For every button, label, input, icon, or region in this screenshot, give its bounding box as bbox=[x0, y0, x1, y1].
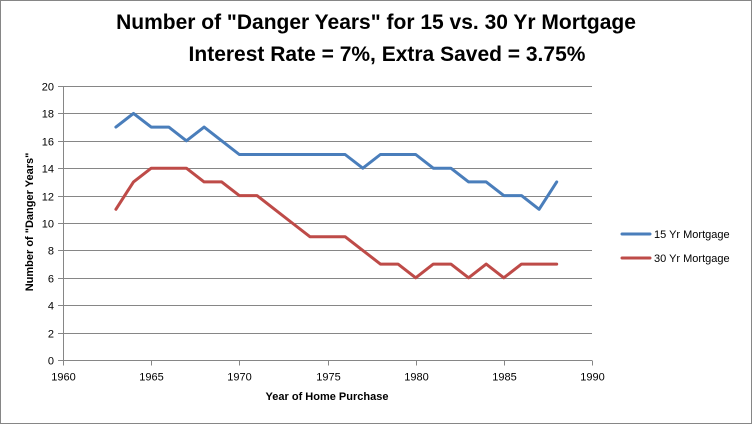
y-tick-label: 18 bbox=[42, 109, 54, 121]
y-tick-label: 10 bbox=[42, 219, 54, 231]
y-tick-label: 12 bbox=[42, 192, 54, 204]
axes bbox=[58, 86, 593, 366]
gridlines bbox=[63, 86, 592, 334]
y-tick-label: 8 bbox=[48, 246, 54, 258]
y-tick-label: 4 bbox=[48, 301, 54, 313]
x-tick-label: 1960 bbox=[51, 372, 75, 384]
x-tick-label: 1965 bbox=[139, 372, 163, 384]
series-lines bbox=[114, 111, 559, 280]
y-tick-label: 0 bbox=[48, 356, 54, 368]
x-axis-title: Year of Home Purchase bbox=[266, 391, 389, 403]
tick-labels: 0 2 4 6 8 10 12 14 16 18 20 1960 1965 1970 1975 1980 198… bbox=[42, 82, 605, 384]
chart-subtitle: Interest Rate = 7%, Extra Saved = 3.75% bbox=[188, 43, 586, 66]
y-tick-label: 2 bbox=[48, 329, 54, 341]
x-tick-label: 1975 bbox=[316, 372, 340, 384]
x-tick-label: 1970 bbox=[227, 372, 251, 384]
y-tick-label: 6 bbox=[48, 274, 54, 286]
chart-title: Number of "Danger Years" for 15 vs. 30 Y… bbox=[116, 11, 636, 34]
series-line-15yr bbox=[114, 111, 559, 211]
series-line-30yr bbox=[114, 166, 559, 280]
x-tick-label: 1980 bbox=[404, 372, 428, 384]
y-tick-label: 14 bbox=[42, 164, 54, 176]
legend-label: 30 Yr Mortgage bbox=[654, 253, 730, 265]
legend: 15 Yr Mortgage 30 Yr Mortgage bbox=[620, 229, 730, 265]
x-tick-label: 1985 bbox=[492, 372, 516, 384]
y-tick-label: 16 bbox=[42, 137, 54, 149]
y-tick-label: 20 bbox=[42, 82, 54, 94]
legend-label: 15 Yr Mortgage bbox=[654, 229, 730, 241]
x-tick-label: 1990 bbox=[580, 372, 604, 384]
y-axis-title: Number of "Danger Years" bbox=[24, 153, 36, 292]
